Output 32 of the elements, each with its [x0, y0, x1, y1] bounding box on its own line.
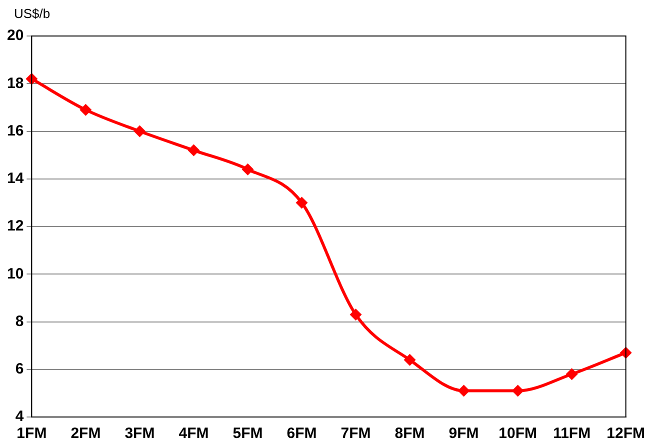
y-tick-label: 18 — [6, 74, 24, 92]
point — [404, 354, 416, 366]
point — [296, 196, 308, 209]
x-tick-label: 12FM — [606, 425, 645, 442]
x-tick-label: 7FM — [340, 425, 371, 442]
y-tick-label: 4 — [15, 408, 24, 426]
y-tick-label: 6 — [15, 360, 24, 378]
x-tick-label: 3FM — [124, 425, 155, 442]
point — [188, 144, 200, 156]
x-tick-label: 8FM — [394, 425, 425, 442]
point — [458, 384, 470, 397]
x-tick-label: 5FM — [232, 425, 263, 442]
x-tick-label: 2FM — [70, 425, 101, 442]
x-tick-label: 10FM — [498, 425, 537, 442]
point — [134, 125, 146, 138]
x-tick-label: 11FM — [553, 425, 591, 442]
y-tick-label: 20 — [6, 27, 24, 44]
x-tick-label: 6FM — [286, 425, 317, 442]
y-tick-label: 14 — [6, 170, 24, 188]
y-tick-label: 8 — [15, 312, 24, 330]
point — [242, 163, 254, 176]
y-tick-label: 12 — [6, 218, 24, 235]
point — [512, 384, 524, 397]
point — [350, 308, 362, 321]
point — [80, 104, 92, 116]
x-tick-label: 1FM — [16, 425, 47, 442]
y-tick-label: 16 — [6, 122, 24, 140]
y-tick-label: 10 — [6, 265, 24, 282]
y-axis-title: US$/b — [14, 6, 50, 21]
x-tick-label: 9FM — [448, 425, 479, 442]
x-tick-label: 4FM — [178, 425, 209, 442]
point — [566, 368, 578, 380]
